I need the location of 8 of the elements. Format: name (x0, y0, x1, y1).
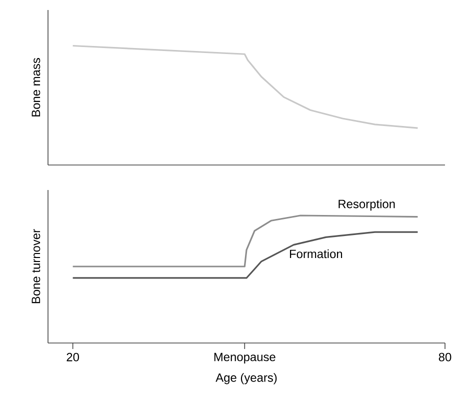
series-label: Resorption (338, 199, 395, 211)
x-axis-title: Age (years) (216, 373, 277, 384)
series-label: Formation (290, 249, 342, 258)
x-tick-label: 20 (66, 352, 80, 362)
y-axis-title: Bone turnover (32, 229, 40, 304)
y-axis-title: Bone mass (32, 58, 40, 116)
x-tick-label: 80 (438, 352, 452, 362)
x-tick-label: Menopause (214, 352, 276, 364)
